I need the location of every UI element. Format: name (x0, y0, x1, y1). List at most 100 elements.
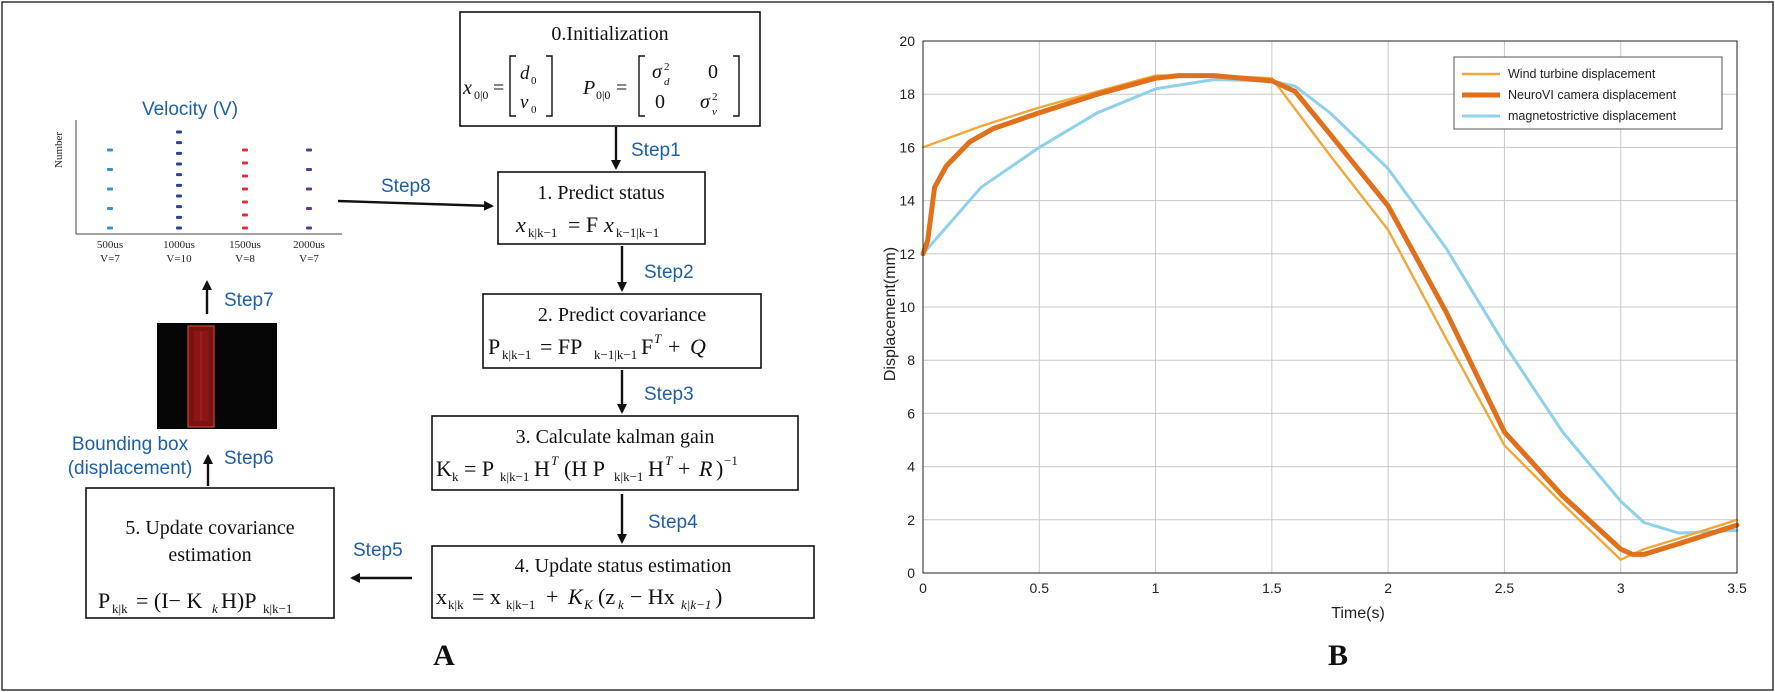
svg-text:H: H (648, 456, 664, 481)
velocity-dot (107, 207, 113, 210)
y-tick-label: 16 (899, 139, 915, 155)
svg-text:k−1|k−1: k−1|k−1 (594, 347, 637, 362)
predict-status-formula: x k|k−1 = F x k−1|k−1 (515, 212, 659, 240)
y-tick-label: 12 (899, 246, 915, 262)
svg-text:+: + (668, 334, 680, 359)
svg-text:+: + (546, 584, 558, 609)
velocity-dot (242, 174, 248, 178)
velocity-title: Velocity (V) (142, 99, 238, 120)
velocity-dot (176, 215, 182, 219)
x-tick-label: 1 (1152, 580, 1160, 596)
bounding-box-line2: (displacement) (68, 458, 193, 479)
svg-text:k|k: k|k (112, 601, 128, 616)
svg-text:k: k (452, 469, 459, 484)
svg-text:σ: σ (700, 91, 711, 113)
svg-text:K: K (583, 597, 594, 612)
update-status-formula: x k|k = x k|k−1 + K K (z k − Hx k|k−1 ) (436, 584, 722, 612)
svg-text:k|k−1: k|k−1 (614, 469, 643, 484)
svg-text:0: 0 (655, 91, 665, 113)
svg-text:v: v (712, 106, 717, 118)
svg-text:k|k−1: k|k−1 (500, 469, 529, 484)
series-line-0 (921, 74, 1739, 561)
legend-label-2: magnetostrictive displacement (1508, 109, 1677, 123)
kalman-gain-title: 3. Calculate kalman gain (516, 426, 715, 448)
svg-text:k|k−1: k|k−1 (502, 347, 531, 362)
svg-text:K: K (567, 584, 584, 609)
svg-text:P: P (582, 77, 595, 99)
velocity-tick-labels: 500us V=7 1000us V=10 1500us V=8 2000us … (97, 239, 325, 265)
y-tick-label: 0 (907, 565, 915, 581)
velocity-dot (176, 151, 182, 155)
chart-ylabel: Displacement(mm) (882, 247, 899, 381)
velocity-dot (176, 173, 182, 177)
svg-text:x: x (515, 212, 526, 237)
step1-label: Step1 (631, 140, 681, 161)
panel-b-label: B (1328, 639, 1348, 672)
panel-b: 0 0.5 1 1.5 2 2.5 3 3.5 0 2 4 6 8 10 12 14 16 18 20 Time(s… (882, 33, 1747, 672)
svg-text:T: T (665, 453, 673, 468)
step7-label: Step7 (224, 290, 274, 311)
svg-text:=: = (493, 77, 504, 99)
svg-text:+: + (678, 456, 690, 481)
update-cov-box: 5. Update covariance estimation P k|k = … (85, 487, 335, 619)
chart-legend: Wind turbine displacement NeuroVI camera … (1453, 56, 1723, 130)
svg-text:0|0: 0|0 (474, 88, 488, 102)
svg-text:−1: −1 (724, 453, 738, 468)
chart-tick-labels: 0 0.5 1 1.5 2 2.5 3 3.5 0 2 4 6 8 10 12 14 16 18 20 (899, 33, 1747, 596)
svg-text:T: T (551, 453, 559, 468)
velocity-dot (176, 130, 182, 134)
svg-text:0: 0 (531, 75, 537, 87)
velocity-dot (306, 168, 312, 171)
svg-text:k|k−1: k|k−1 (681, 597, 711, 612)
velocity-dot (242, 187, 248, 191)
velocity-v-0: V=7 (100, 253, 120, 265)
kalman-gain-formula: K k = P k|k−1 H T (H P k|k−1 H T + R ) −… (436, 453, 738, 484)
velocity-ylabel: Number (53, 132, 65, 168)
velocity-dot (306, 187, 312, 191)
velocity-plot: Velocity (V) Number 500us V=7 1000us V=1… (53, 99, 342, 265)
svg-text:k|k−1: k|k−1 (506, 597, 535, 612)
legend-label-1: NeuroVI camera displacement (1508, 88, 1677, 102)
x-tick-label: 0 (919, 580, 927, 596)
x-tick-label: 1.5 (1262, 580, 1282, 596)
predict-status-title: 1. Predict status (537, 182, 664, 204)
step5-label: Step5 (353, 540, 403, 561)
svg-text:x: x (436, 584, 447, 609)
svg-text:= FP: = FP (540, 334, 582, 359)
predict-status-box: 1. Predict status x k|k−1 = F x k−1|k−1 (497, 171, 706, 245)
velocity-dot (176, 183, 182, 187)
arrow-step8 (337, 199, 494, 211)
velocity-dot (242, 226, 248, 230)
velocity-dot (107, 187, 113, 191)
y-tick-label: 18 (899, 86, 915, 102)
svg-text:P: P (488, 334, 500, 359)
velocity-dot (107, 226, 113, 230)
step-labels: Step1 Step2 Step3 Step4 Step5 Step6 Step… (224, 140, 698, 561)
svg-text:F: F (641, 334, 653, 359)
velocity-time-3: 2000us (293, 239, 325, 251)
svg-text:x: x (603, 212, 614, 237)
velocity-dot (306, 148, 312, 152)
velocity-dot (242, 148, 248, 152)
series-line-2 (921, 78, 1739, 535)
y-tick-label: 2 (907, 512, 915, 528)
predict-cov-formula: P k|k−1 = FP k−1|k−1 F T + Q (488, 331, 706, 362)
svg-text:T: T (654, 331, 662, 346)
svg-text:H)P: H)P (221, 588, 256, 613)
step2-label: Step2 (644, 262, 694, 283)
predict-cov-title: 2. Predict covariance (538, 304, 706, 326)
chart-xlabel: Time(s) (1331, 605, 1385, 622)
velocity-dot (107, 148, 113, 152)
svg-text:σ: σ (652, 61, 663, 83)
update-status-box: 4. Update status estimation x k|k = x k|… (431, 545, 815, 619)
svg-text:0: 0 (708, 61, 718, 83)
velocity-time-2: 1500us (229, 239, 261, 251)
predict-cov-box: 2. Predict covariance P k|k−1 = FP k−1|k… (482, 293, 762, 369)
step6-label: Step6 (224, 448, 274, 469)
step4-label: Step4 (648, 512, 698, 533)
svg-text:− Hx: − Hx (630, 584, 675, 609)
svg-text:(H P: (H P (564, 456, 605, 481)
